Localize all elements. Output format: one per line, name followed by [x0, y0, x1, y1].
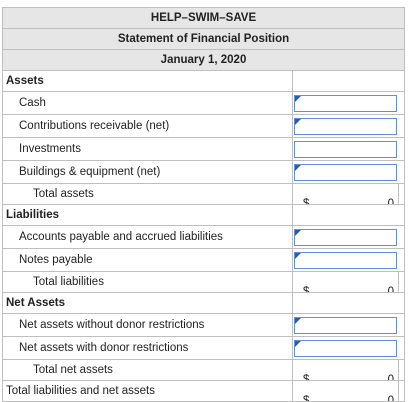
net-assets-with-input[interactable]: [294, 339, 397, 357]
accounts-payable-label: Accounts payable and accrued liabilities: [2, 225, 293, 249]
input-marker-icon: [295, 252, 301, 259]
grand-total-label: Total liabilities and net assets: [2, 380, 293, 402]
cash-label: Cash: [2, 91, 293, 115]
statement-title: Statement of Financial Position: [1, 28, 406, 50]
table-row: Notes payable: [2, 248, 406, 272]
statement-table: HELP–SWIM–SAVE Statement of Financial Po…: [1, 7, 406, 402]
grand-total-currency: $: [303, 395, 310, 402]
contributions-receivable-label: Contributions receivable (net): [2, 114, 293, 138]
total-row-liabilities: Total liabilities $ 0: [2, 271, 406, 293]
total-liabilities-currency: $: [303, 286, 310, 293]
investments-label: Investments: [2, 137, 293, 161]
header-row-statement: Statement of Financial Position: [1, 28, 406, 50]
assets-heading: Assets: [2, 70, 293, 92]
input-marker-icon: [295, 118, 301, 125]
total-assets-value: 0: [387, 198, 394, 205]
buildings-equipment-label: Buildings & equipment (net): [2, 160, 293, 184]
total-row-net-assets: Total net assets $ 0: [2, 359, 406, 381]
section-row-assets: Assets: [2, 70, 406, 92]
accounts-payable-input[interactable]: [294, 228, 397, 246]
liabilities-heading: Liabilities: [2, 204, 293, 226]
input-marker-icon: [295, 95, 301, 102]
section-row-net-assets: Net Assets: [2, 292, 406, 314]
net-assets-without-label: Net assets without donor restrictions: [2, 313, 293, 337]
total-liabilities-value: 0: [387, 286, 394, 293]
input-marker-icon: [295, 317, 301, 324]
net-assets-with-label: Net assets with donor restrictions: [2, 336, 293, 360]
notes-payable-label: Notes payable: [2, 248, 293, 272]
table-row: Investments: [2, 137, 406, 161]
table-row: Cash: [2, 91, 406, 115]
header-row-date: January 1, 2020: [1, 49, 406, 71]
section-row-liabilities: Liabilities: [2, 204, 406, 226]
cash-input[interactable]: [294, 94, 397, 112]
table-row: Contributions receivable (net): [2, 114, 406, 138]
table-row: Net assets without donor restrictions: [2, 313, 406, 337]
input-marker-icon: [295, 229, 301, 236]
input-marker-icon: [295, 340, 301, 347]
statement-date: January 1, 2020: [1, 49, 406, 71]
total-net-assets-value: 0: [387, 374, 394, 381]
net-assets-without-input[interactable]: [294, 316, 397, 334]
total-net-assets-currency: $: [303, 374, 310, 381]
input-marker-icon: [295, 164, 301, 171]
org-name: HELP–SWIM–SAVE: [1, 7, 406, 29]
total-assets-currency: $: [303, 198, 310, 205]
table-row: Buildings & equipment (net): [2, 160, 406, 184]
table-row: Accounts payable and accrued liabilities: [2, 225, 406, 249]
total-row-liabilities-and-net-assets: Total liabilities and net assets $ 0: [2, 380, 406, 402]
contributions-receivable-input[interactable]: [294, 117, 397, 135]
total-assets-label: Total assets: [2, 183, 293, 205]
total-liabilities-label: Total liabilities: [2, 271, 293, 293]
total-net-assets-label: Total net assets: [2, 359, 293, 381]
investments-input[interactable]: [294, 140, 397, 158]
total-row-assets: Total assets $ 0: [2, 183, 406, 205]
header-row-org: HELP–SWIM–SAVE: [1, 7, 406, 29]
buildings-equipment-input[interactable]: [294, 163, 397, 181]
grand-total-value: 0: [387, 395, 394, 402]
net-assets-heading: Net Assets: [2, 292, 293, 314]
notes-payable-input[interactable]: [294, 251, 397, 269]
table-row: Net assets with donor restrictions: [2, 336, 406, 360]
